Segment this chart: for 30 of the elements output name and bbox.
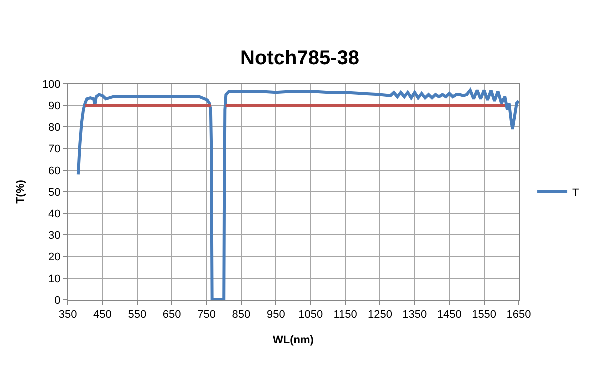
- y-tick-label: 10: [48, 273, 61, 286]
- y-tick-label: 60: [48, 165, 61, 178]
- y-tick-label: 90: [48, 100, 61, 112]
- x-tick-label: 450: [94, 309, 112, 322]
- x-tick-label: 1050: [298, 309, 324, 322]
- x-tick-label: 350: [58, 309, 78, 322]
- y-tick-label: 100: [42, 78, 61, 91]
- x-tick-label: 1450: [437, 309, 462, 322]
- x-tick-label: 850: [232, 309, 251, 322]
- x-tick-label: 1650: [506, 309, 532, 322]
- legend-label: T: [572, 187, 580, 200]
- line-series: [76, 88, 519, 300]
- chart-title: Notch785-38: [240, 47, 360, 70]
- x-axis-title: WL(nm): [273, 334, 314, 346]
- y-tick-label: 30: [48, 230, 61, 242]
- x-tick-label: 550: [128, 309, 147, 322]
- y-tick-label: 0: [54, 294, 61, 307]
- y-tick-label: 80: [48, 122, 61, 134]
- y-tick-label: 70: [48, 144, 61, 156]
- x-tick-label: 1250: [368, 309, 392, 322]
- x-tick-label: 1550: [472, 309, 497, 322]
- y-tick-label: 50: [48, 186, 61, 199]
- x-tick-label: 650: [162, 309, 182, 322]
- x-tick-label: 750: [198, 309, 216, 322]
- y-tick-label: 40: [48, 208, 61, 220]
- x-tick-label: 950: [266, 309, 286, 322]
- x-tick-label: 1150: [334, 309, 358, 322]
- y-axis-title: T(%): [15, 180, 28, 204]
- y-tick-label: 20: [48, 252, 61, 264]
- x-tick-label: 1350: [402, 309, 428, 322]
